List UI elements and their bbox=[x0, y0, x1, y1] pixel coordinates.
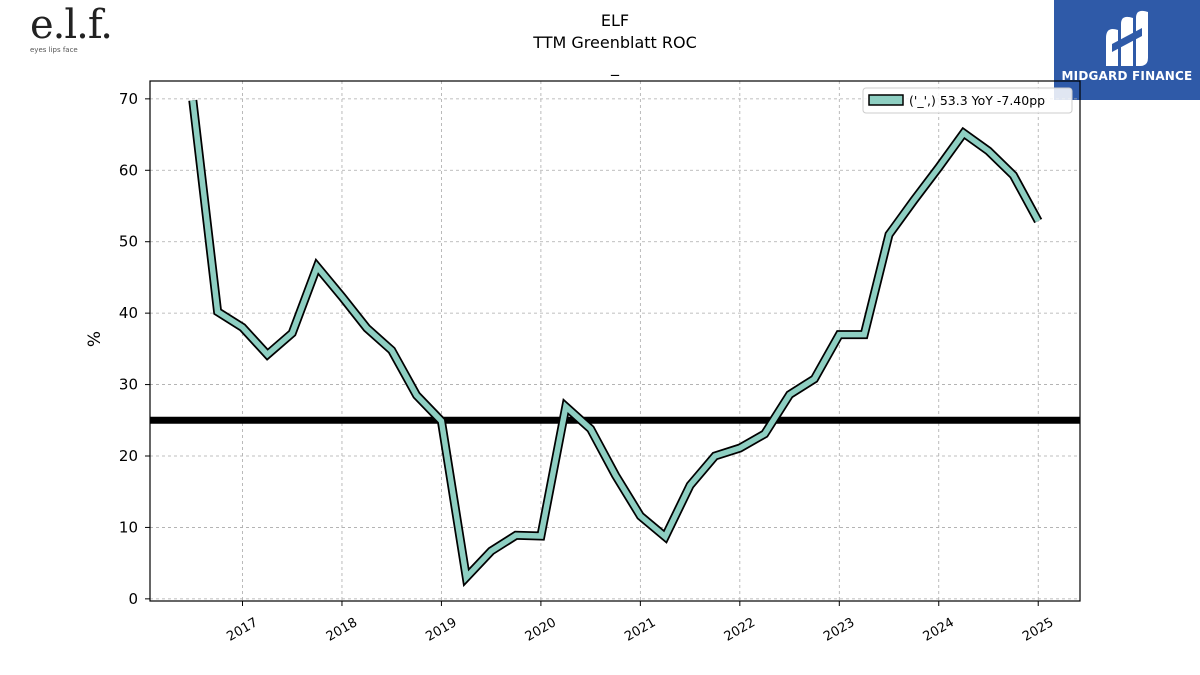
x-tick-label: 2019 bbox=[423, 615, 459, 645]
x-tick-label: 2020 bbox=[523, 615, 559, 645]
series-line-outline bbox=[188, 99, 1043, 588]
y-tick-label: 60 bbox=[119, 161, 138, 179]
x-tick-label: 2021 bbox=[622, 615, 658, 645]
y-tick-label: 50 bbox=[119, 233, 138, 251]
x-tick-label: 2025 bbox=[1020, 615, 1056, 645]
midgard-m-logo-icon bbox=[1106, 10, 1148, 66]
chart-sub-subtitle: _ bbox=[611, 57, 619, 76]
x-tick-label: 2018 bbox=[324, 615, 360, 645]
tick-labels: 0 10 20 30 40 50 60 70 2017 2018 2019 2020 2021 2022 2… bbox=[85, 90, 1056, 645]
x-tick-label: 2023 bbox=[821, 615, 857, 645]
y-tick-label: 70 bbox=[119, 90, 138, 108]
y-axis-label: % bbox=[85, 331, 105, 347]
y-tick-label: 30 bbox=[119, 376, 138, 394]
legend-label: ('_',) 53.3 YoY -7.40pp bbox=[909, 93, 1045, 108]
x-tick-label: 2024 bbox=[921, 615, 957, 645]
plot-frame bbox=[149, 80, 1081, 602]
x-tick-label: 2017 bbox=[224, 615, 260, 645]
y-tick-label: 0 bbox=[128, 590, 138, 608]
series-group bbox=[188, 99, 1043, 588]
series-line bbox=[190, 99, 1041, 584]
legend-box bbox=[862, 87, 1073, 114]
legend: ('_',) 53.3 YoY -7.40pp bbox=[862, 87, 1073, 114]
x-tick-label: 2022 bbox=[722, 615, 758, 645]
legend-swatch bbox=[868, 94, 904, 106]
chart-subtitle: TTM Greenblatt ROC bbox=[533, 33, 697, 52]
chart-title: ELF bbox=[600, 11, 630, 30]
axes bbox=[149, 80, 1081, 602]
y-tick-label: 40 bbox=[119, 304, 138, 322]
y-tick-label: 10 bbox=[119, 518, 138, 536]
elf-logo-tagline: eyes lips face bbox=[30, 46, 78, 54]
midgard-finance-logo: MIDGARD FINANCE bbox=[1054, 0, 1200, 100]
y-tick-label: 20 bbox=[119, 447, 138, 465]
grid bbox=[150, 81, 1080, 601]
midgard-finance-wordmark: MIDGARD FINANCE bbox=[1061, 69, 1193, 83]
